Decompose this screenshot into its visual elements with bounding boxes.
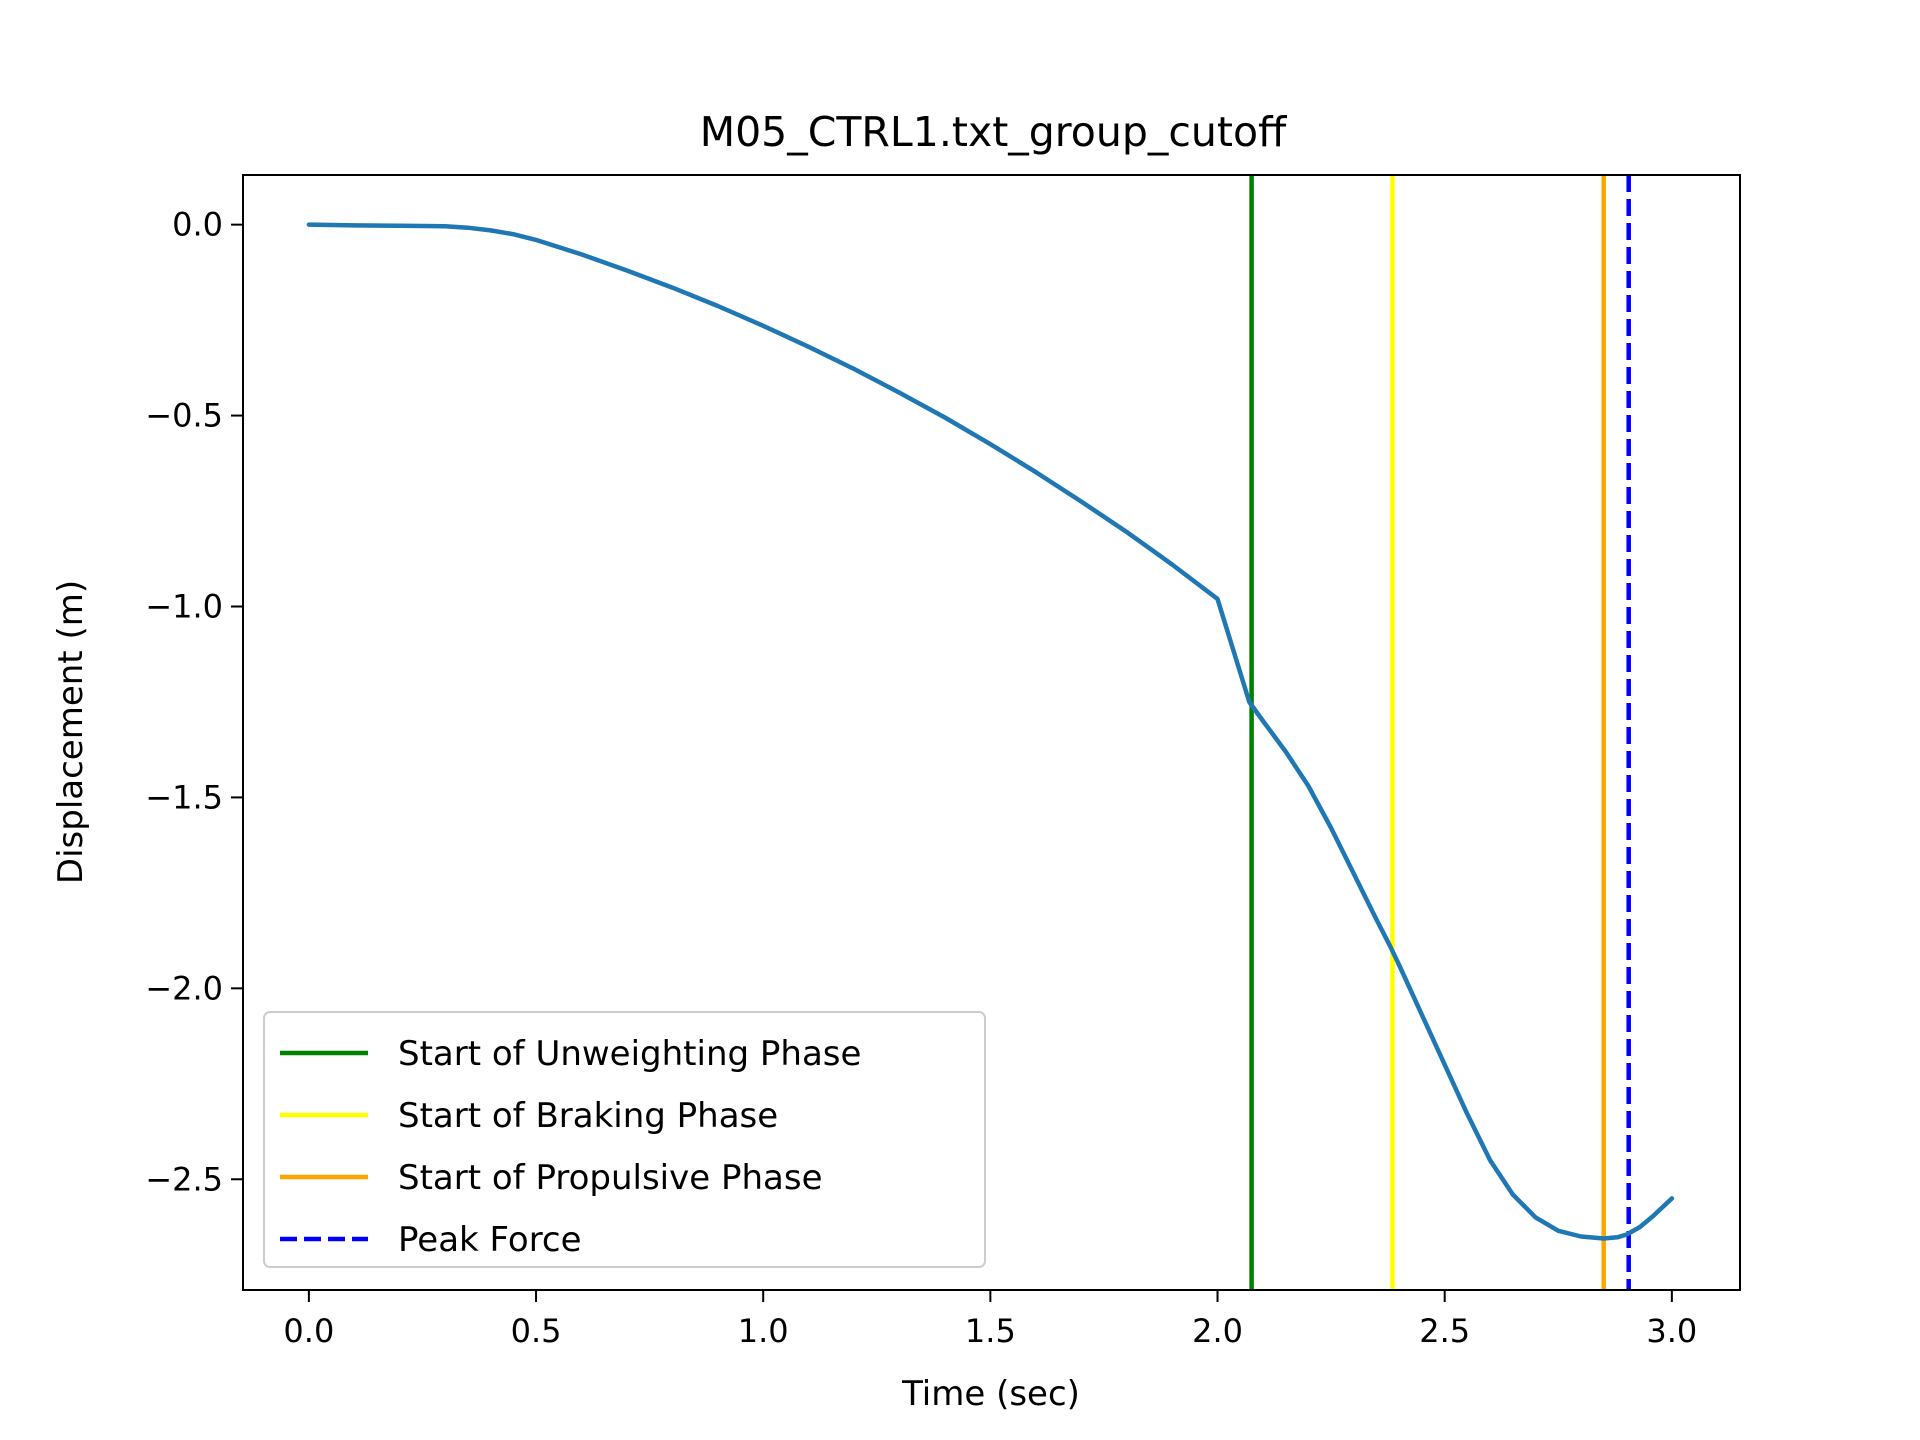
x-tick-label: 1.0	[738, 1312, 789, 1350]
y-tick-label: 0.0	[172, 206, 223, 244]
x-axis-label: Time (sec)	[901, 1374, 1080, 1414]
x-tick-label: 1.5	[965, 1312, 1016, 1350]
y-tick-label: −1.5	[145, 778, 223, 816]
plot-area	[242, 174, 1741, 1291]
vertical-markers	[1249, 175, 1631, 1290]
legend-label-2: Start of Propulsive Phase	[398, 1158, 823, 1198]
x-axis: 0.0 0.5 1.0 1.5 2.0 2.5 3.0	[283, 1290, 1697, 1350]
y-tick-label: −2.0	[145, 969, 223, 1007]
legend-label-3: Peak Force	[398, 1220, 582, 1260]
plot-frame	[242, 174, 1741, 1291]
series-group	[306, 222, 1675, 1241]
legend: Start of Unweighting Phase Start of Braki…	[263, 1011, 986, 1268]
x-tick-label: 3.0	[1646, 1312, 1697, 1350]
y-axis-label: Displacement (m)	[51, 580, 91, 884]
x-tick-label: 0.5	[511, 1312, 562, 1350]
y-tick-label: −0.5	[145, 397, 223, 435]
legend-label-1: Start of Braking Phase	[398, 1096, 778, 1136]
x-tick-label: 2.5	[1419, 1312, 1470, 1350]
legend-label-0: Start of Unweighting Phase	[398, 1034, 861, 1074]
y-tick-label: −2.5	[145, 1160, 223, 1198]
y-axis: 0.0 −0.5 −1.0 −1.5 −2.0 −2.5	[145, 206, 243, 1198]
series-line-0	[306, 222, 1675, 1241]
x-tick-label: 0.0	[283, 1312, 334, 1350]
x-tick-label: 2.0	[1192, 1312, 1243, 1350]
y-tick-label: −1.0	[145, 587, 223, 625]
chart-title: M05_CTRL1.txt_group_cutoff	[700, 108, 1288, 156]
legend-box	[263, 1011, 986, 1268]
